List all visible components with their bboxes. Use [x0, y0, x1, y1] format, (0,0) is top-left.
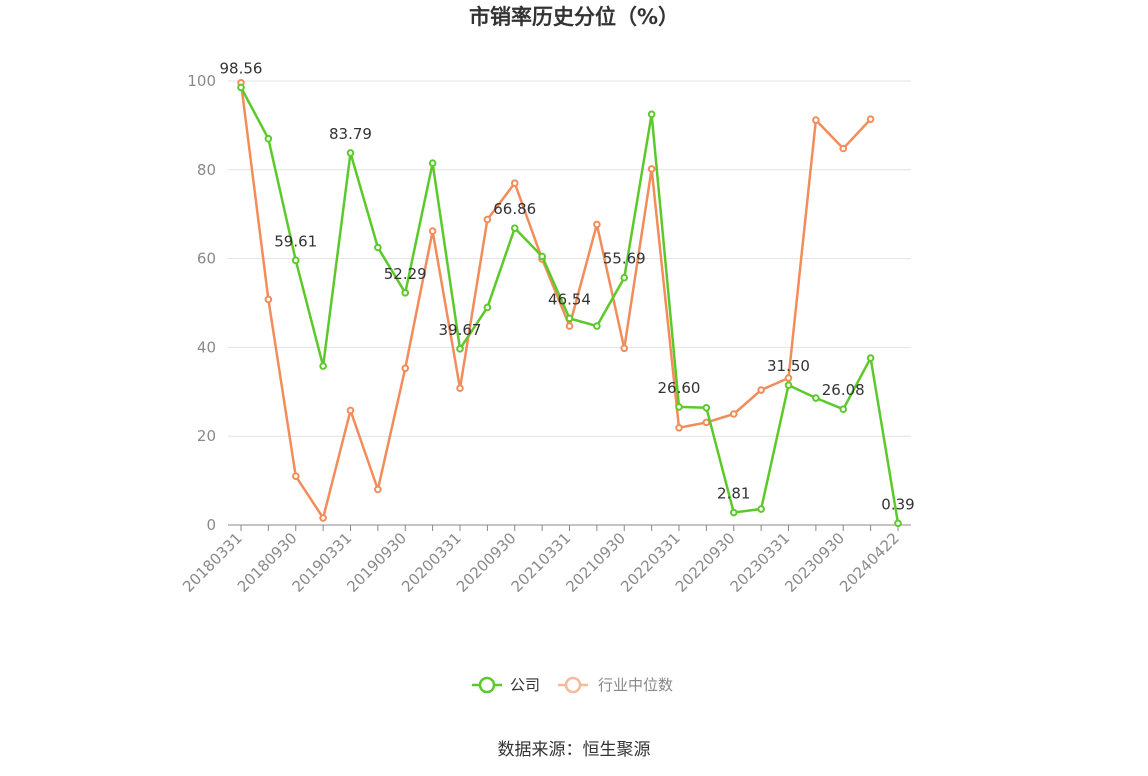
data-labels: 98.56 59.61 83.79 52.29 39.67 66.86 46.54 55.69…: [220, 59, 915, 513]
data-label: 46.54: [548, 290, 591, 308]
company-point: [593, 322, 601, 330]
legend-item-industry-median[interactable]: 行业中位数: [558, 676, 673, 694]
company-point: [374, 243, 382, 252]
industry-median-point: [319, 514, 327, 522]
data-label: 39.67: [439, 321, 482, 339]
legend-item-company[interactable]: 公司: [472, 676, 540, 694]
legend-label: 行业中位数: [598, 676, 673, 694]
company-point: [620, 273, 629, 282]
industry-median-point: [510, 179, 519, 187]
industry-median-point: [456, 384, 464, 393]
industry-median-series-line: [239, 82, 872, 520]
industry-median-point: [593, 220, 601, 229]
company-point: [401, 289, 410, 297]
data-label: 0.39: [881, 495, 914, 513]
industry-median-point: [702, 418, 711, 427]
industry-median-point: [401, 364, 410, 373]
data-label: 31.50: [767, 357, 810, 375]
company-point: [729, 508, 738, 517]
legend-marker: [564, 676, 582, 694]
company-point: [428, 159, 437, 167]
company-point: [647, 110, 656, 119]
industry-median-point: [620, 344, 629, 353]
data-label: 83.79: [329, 125, 372, 143]
y-tick-label: 20: [197, 427, 216, 445]
data-label: 52.29: [384, 265, 427, 283]
data-label: 26.08: [822, 381, 865, 399]
company-point: [538, 252, 546, 261]
company-point: [346, 149, 355, 157]
industry-median-point: [757, 386, 765, 394]
data-label: 2.81: [717, 485, 750, 503]
legend-marker: [478, 676, 496, 694]
y-tick-label: 60: [197, 250, 216, 268]
industry-median-point: [428, 227, 437, 235]
legend-label: 公司: [510, 676, 540, 694]
company-point: [510, 224, 519, 232]
company-point: [757, 505, 765, 513]
company-point: [839, 405, 848, 414]
industry-median-point: [291, 472, 300, 480]
data-label: 55.69: [603, 250, 646, 268]
data-label: 98.56: [220, 59, 263, 77]
company-point: [264, 134, 273, 143]
company-point: [784, 381, 793, 389]
industry-median-point: [565, 322, 574, 330]
y-tick-label: 100: [187, 72, 216, 90]
industry-median-point: [647, 165, 656, 173]
industry-median-point: [866, 115, 875, 123]
industry-median-point: [812, 116, 820, 124]
industry-median-point: [374, 485, 382, 494]
industry-median-point: [839, 144, 848, 153]
company-point: [456, 345, 464, 353]
company-point: [319, 362, 327, 370]
data-label: 59.61: [274, 232, 317, 250]
y-tick-label: 0: [206, 516, 216, 534]
industry-median-point: [346, 406, 355, 415]
industry-median-point: [483, 215, 492, 224]
y-tick-label: 40: [197, 338, 216, 356]
y-axis: 0 20 40 60 80 100: [187, 72, 216, 534]
x-tick-label: 20240422: [836, 529, 903, 596]
company-point: [866, 354, 875, 362]
company-point: [291, 256, 300, 265]
company-point: [894, 519, 902, 528]
industry-median-point: [784, 374, 793, 382]
company-point: [702, 403, 711, 412]
grid: [228, 80, 911, 437]
x-axis: 2018033120180930201903312019093020200331…: [179, 524, 911, 596]
data-label: 66.86: [493, 200, 536, 218]
source-note: 数据来源：恒生聚源: [498, 740, 651, 760]
company-point: [237, 83, 245, 92]
company-point: [812, 394, 820, 402]
legend[interactable]: 公司 行业中位数: [472, 676, 673, 694]
series-group: [237, 78, 902, 528]
data-label: 26.60: [658, 379, 701, 397]
industry-median-point: [675, 423, 683, 432]
y-tick-label: 80: [197, 161, 216, 179]
industry-median-point: [729, 410, 738, 418]
company-point: [675, 403, 683, 411]
company-point: [565, 314, 574, 323]
company-point: [483, 303, 492, 312]
chart-title: 市销率历史分位（%）: [469, 5, 679, 29]
industry-median-point: [264, 295, 273, 304]
